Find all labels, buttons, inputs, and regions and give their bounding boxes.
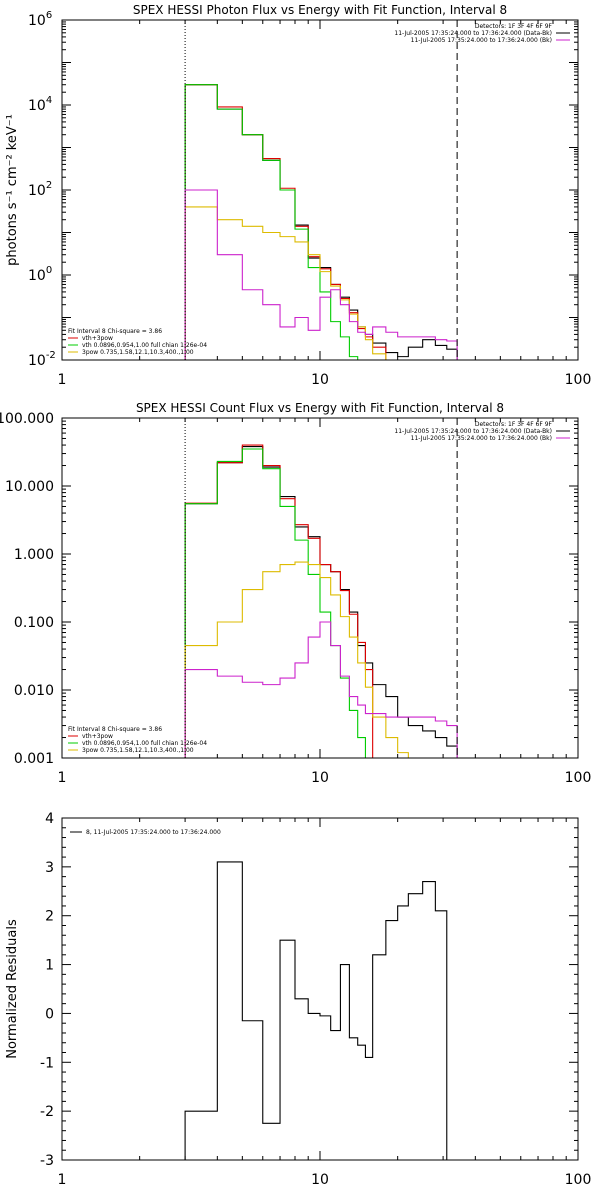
series-line-1: [184, 84, 458, 360]
x-tick-label: 1: [58, 770, 67, 786]
y-tick-label: 102: [28, 180, 52, 199]
y-tick-exponent: 2: [46, 180, 52, 191]
y-tick-exponent: 6: [46, 10, 52, 21]
series-line-4: [184, 561, 409, 758]
y-tick-label: 100.000: [0, 411, 54, 427]
plot-frame: [61, 19, 579, 361]
legend-text: 3pow 0.735,1.58,12.1,10.3,400.,1.00: [82, 747, 194, 754]
series-group: [184, 444, 458, 758]
y-tick-label: 10.000: [5, 479, 54, 495]
chart-panel-3: Normalized Residuals 1 10 100 -3 -2 -1 0 1 2 3 4 8, …: [5, 811, 591, 1188]
legend-text: Fit Interval 8 Chi-square = 3.86: [68, 328, 162, 335]
y-tick-exponent: 4: [46, 95, 52, 106]
y-tick-base: 10: [28, 98, 46, 114]
legend-text: 8, 11-Jul-2005 17:35:24.000 to 17:36:24.…: [86, 829, 221, 836]
y-tick-base: 10: [28, 353, 46, 369]
y-tick-label: 1.000: [14, 547, 54, 563]
y-tick-label: -1: [40, 1055, 54, 1071]
series-line-1: [184, 446, 458, 758]
x-tick-label: 100: [565, 1172, 592, 1188]
chart-panel-2: SPEX HESSI Count Flux vs Energy with Fit…: [0, 401, 591, 786]
y-tick-exponent: -2: [46, 350, 56, 361]
series-line-4: [184, 206, 409, 360]
chart-title: SPEX HESSI Photon Flux vs Energy with Fi…: [133, 3, 507, 17]
series-line-5: [184, 621, 458, 758]
y-tick-label: 1: [45, 958, 54, 974]
legend-text: 11-Jul-2005 17:35:24.000 to 17:36:24.000…: [394, 428, 552, 435]
plot-frame: [61, 817, 579, 1161]
y-tick-label: 4: [45, 811, 54, 827]
legend-text: 11-Jul-2005 17:35:24.000 to 17:36:24.000…: [411, 435, 552, 442]
y-tick-base: 10: [28, 13, 46, 29]
x-tick-label: 1: [58, 1172, 67, 1188]
plot-frame: [61, 417, 579, 759]
legend-text: Fit Interval 8 Chi-square = 3.86: [68, 726, 162, 733]
chart-title: SPEX HESSI Count Flux vs Energy with Fit…: [136, 401, 504, 415]
legend-text: Detectors: 1F 3F 4F 6F 9F: [475, 23, 553, 30]
series-group: [184, 84, 458, 360]
y-tick-label: 0.001: [14, 751, 54, 767]
y-axis-label: Normalized Residuals: [5, 919, 20, 1059]
y-tick-label: -3: [40, 1153, 54, 1169]
y-axis-label: photons s⁻¹ cm⁻² keV⁻¹: [5, 114, 20, 266]
y-tick-label: 0: [45, 1006, 54, 1022]
series-line-1: [184, 861, 448, 1160]
legend-text: Detectors: 1F 3F 4F 6F 9F: [475, 421, 553, 428]
y-tick-exponent: 0: [46, 265, 52, 276]
series-line-2: [184, 84, 387, 360]
series-line-3: [184, 84, 366, 360]
y-tick-label: 0.010: [14, 683, 54, 699]
y-tick-base: 10: [28, 268, 46, 284]
y-tick-label: 100: [28, 265, 52, 284]
y-tick-label: -2: [40, 1104, 54, 1120]
series-line-3: [184, 448, 366, 758]
y-tick-label: 10-2: [28, 350, 56, 369]
legend-text: 3pow 0.735,1.58,12.1,10.3,400.,1.00: [82, 349, 194, 356]
x-tick-label: 100: [565, 372, 592, 388]
x-tick-label: 10: [311, 1172, 329, 1188]
legend-text: 11-Jul-2005 17:35:24.000 to 17:36:24.000…: [411, 37, 552, 44]
x-tick-label: 1: [58, 372, 67, 388]
legend-text: vth 0.0896,0.954,1.00 full chian 1.26e-0…: [82, 740, 207, 747]
legend-text: vth+3pow: [82, 733, 113, 740]
y-tick-label: 0.100: [14, 615, 54, 631]
x-tick-label: 100: [565, 770, 592, 786]
legend-text: 11-Jul-2005 17:35:24.000 to 17:36:24.000…: [394, 30, 552, 37]
y-tick-label: 106: [28, 10, 52, 29]
series-line-2: [184, 444, 374, 758]
series-group: [184, 861, 448, 1160]
legend-text: vth+3pow: [82, 335, 113, 342]
y-tick-label: 2: [45, 909, 54, 925]
legend-text: vth 0.0896,0.954,1.00 full chian 1.26e-0…: [82, 342, 207, 349]
series-line-5: [184, 189, 458, 360]
y-tick-base: 10: [28, 183, 46, 199]
x-tick-label: 10: [311, 770, 329, 786]
y-tick-label: 3: [45, 860, 54, 876]
x-tick-label: 10: [311, 372, 329, 388]
chart-panel-1: SPEX HESSI Photon Flux vs Energy with Fi…: [5, 3, 591, 388]
y-tick-label: 104: [28, 95, 52, 114]
